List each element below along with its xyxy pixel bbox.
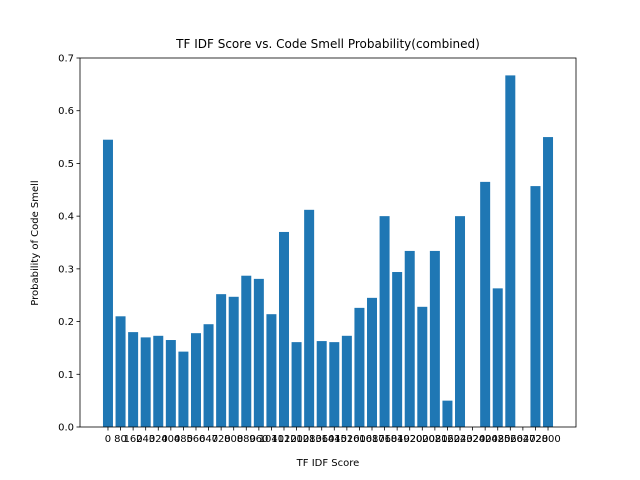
- chart-title: TF IDF Score vs. Code Smell Probability(…: [175, 37, 480, 51]
- bar: [392, 272, 403, 427]
- bar: [505, 75, 516, 427]
- bar: [417, 306, 428, 427]
- plot-frame: [79, 57, 577, 428]
- x-tick-label: 560: [186, 434, 205, 445]
- x-tick-label: 1040: [259, 434, 284, 445]
- bar: [102, 139, 113, 427]
- bar: [367, 297, 378, 427]
- bar: [316, 341, 327, 427]
- bar: [404, 250, 415, 427]
- x-tick-label: 2720: [523, 434, 548, 445]
- y-tick-label: 0.0: [58, 423, 74, 434]
- y-tick-label: 0.2: [58, 317, 74, 328]
- x-tick-label: 1280: [296, 434, 321, 445]
- bar: [291, 342, 302, 427]
- y-tick-label: 0.7: [58, 54, 74, 65]
- y-tick-label: 0.5: [58, 159, 74, 170]
- y-tick-label: 0.6: [58, 106, 74, 117]
- x-tick-label: 2240: [447, 434, 472, 445]
- y-tick-label: 0.4: [58, 212, 74, 223]
- x-tick-label: 1440: [322, 434, 347, 445]
- x-tick-label: 800: [224, 434, 243, 445]
- x-tick-label: 320: [149, 434, 168, 445]
- bar: [492, 288, 503, 427]
- x-tick-label: 2640: [510, 434, 535, 445]
- bar: [354, 307, 365, 427]
- bar: [329, 342, 340, 427]
- bar: [153, 335, 164, 427]
- x-tick-label: 2480: [485, 434, 510, 445]
- x-tick-label: 1840: [384, 434, 409, 445]
- bar: [429, 250, 440, 427]
- x-tick-label: 240: [136, 434, 155, 445]
- x-tick-label: 1680: [359, 434, 384, 445]
- x-tick-label: 1600: [347, 434, 372, 445]
- bar: [480, 181, 491, 427]
- bar: [228, 296, 239, 427]
- x-tick-label: 1760: [372, 434, 397, 445]
- x-tick-label: 160: [124, 434, 143, 445]
- bar: [190, 333, 201, 427]
- bar: [266, 314, 277, 427]
- x-tick-label: 960: [249, 434, 268, 445]
- x-axis-label: TF IDF Score: [296, 458, 360, 469]
- bar: [253, 278, 264, 427]
- bar: [543, 137, 554, 428]
- x-tick-label: 0: [105, 434, 111, 445]
- x-tick-label: 2320: [460, 434, 485, 445]
- x-tick-label: 1200: [284, 434, 309, 445]
- x-tick-label: 2000: [410, 434, 435, 445]
- x-tick-label: 480: [174, 434, 193, 445]
- bar: [341, 335, 352, 427]
- bar: [442, 400, 453, 427]
- x-tick-label: 2560: [498, 434, 523, 445]
- y-tick-label: 0.1: [58, 370, 74, 381]
- bar: [241, 275, 252, 427]
- bar: [178, 351, 189, 427]
- x-tick-label: 880: [237, 434, 256, 445]
- bar: [216, 294, 227, 427]
- x-tick-label: 720: [212, 434, 231, 445]
- bar: [530, 186, 541, 427]
- bar: [203, 324, 214, 427]
- x-tick-label: 640: [199, 434, 218, 445]
- bar: [379, 216, 390, 427]
- bar: [304, 209, 315, 427]
- bar: [140, 337, 151, 427]
- x-tick-label: 2160: [435, 434, 460, 445]
- x-tick-label: 80: [114, 434, 127, 445]
- x-tick-label: 1520: [334, 434, 359, 445]
- x-tick-label: 1360: [309, 434, 334, 445]
- bar: [128, 332, 139, 427]
- bar: [278, 231, 289, 427]
- x-tick-label: 2400: [472, 434, 497, 445]
- y-axis-label: Probability of Code Smell: [30, 180, 41, 305]
- x-tick-label: 1920: [397, 434, 422, 445]
- bar: [115, 316, 126, 427]
- x-tick-label: 400: [161, 434, 180, 445]
- x-tick-label: 1120: [271, 434, 296, 445]
- bar: [165, 340, 176, 427]
- bar: [455, 216, 466, 427]
- y-tick-label: 0.3: [58, 264, 74, 275]
- x-tick-label: 2800: [535, 434, 560, 445]
- x-tick-label: 2080: [422, 434, 447, 445]
